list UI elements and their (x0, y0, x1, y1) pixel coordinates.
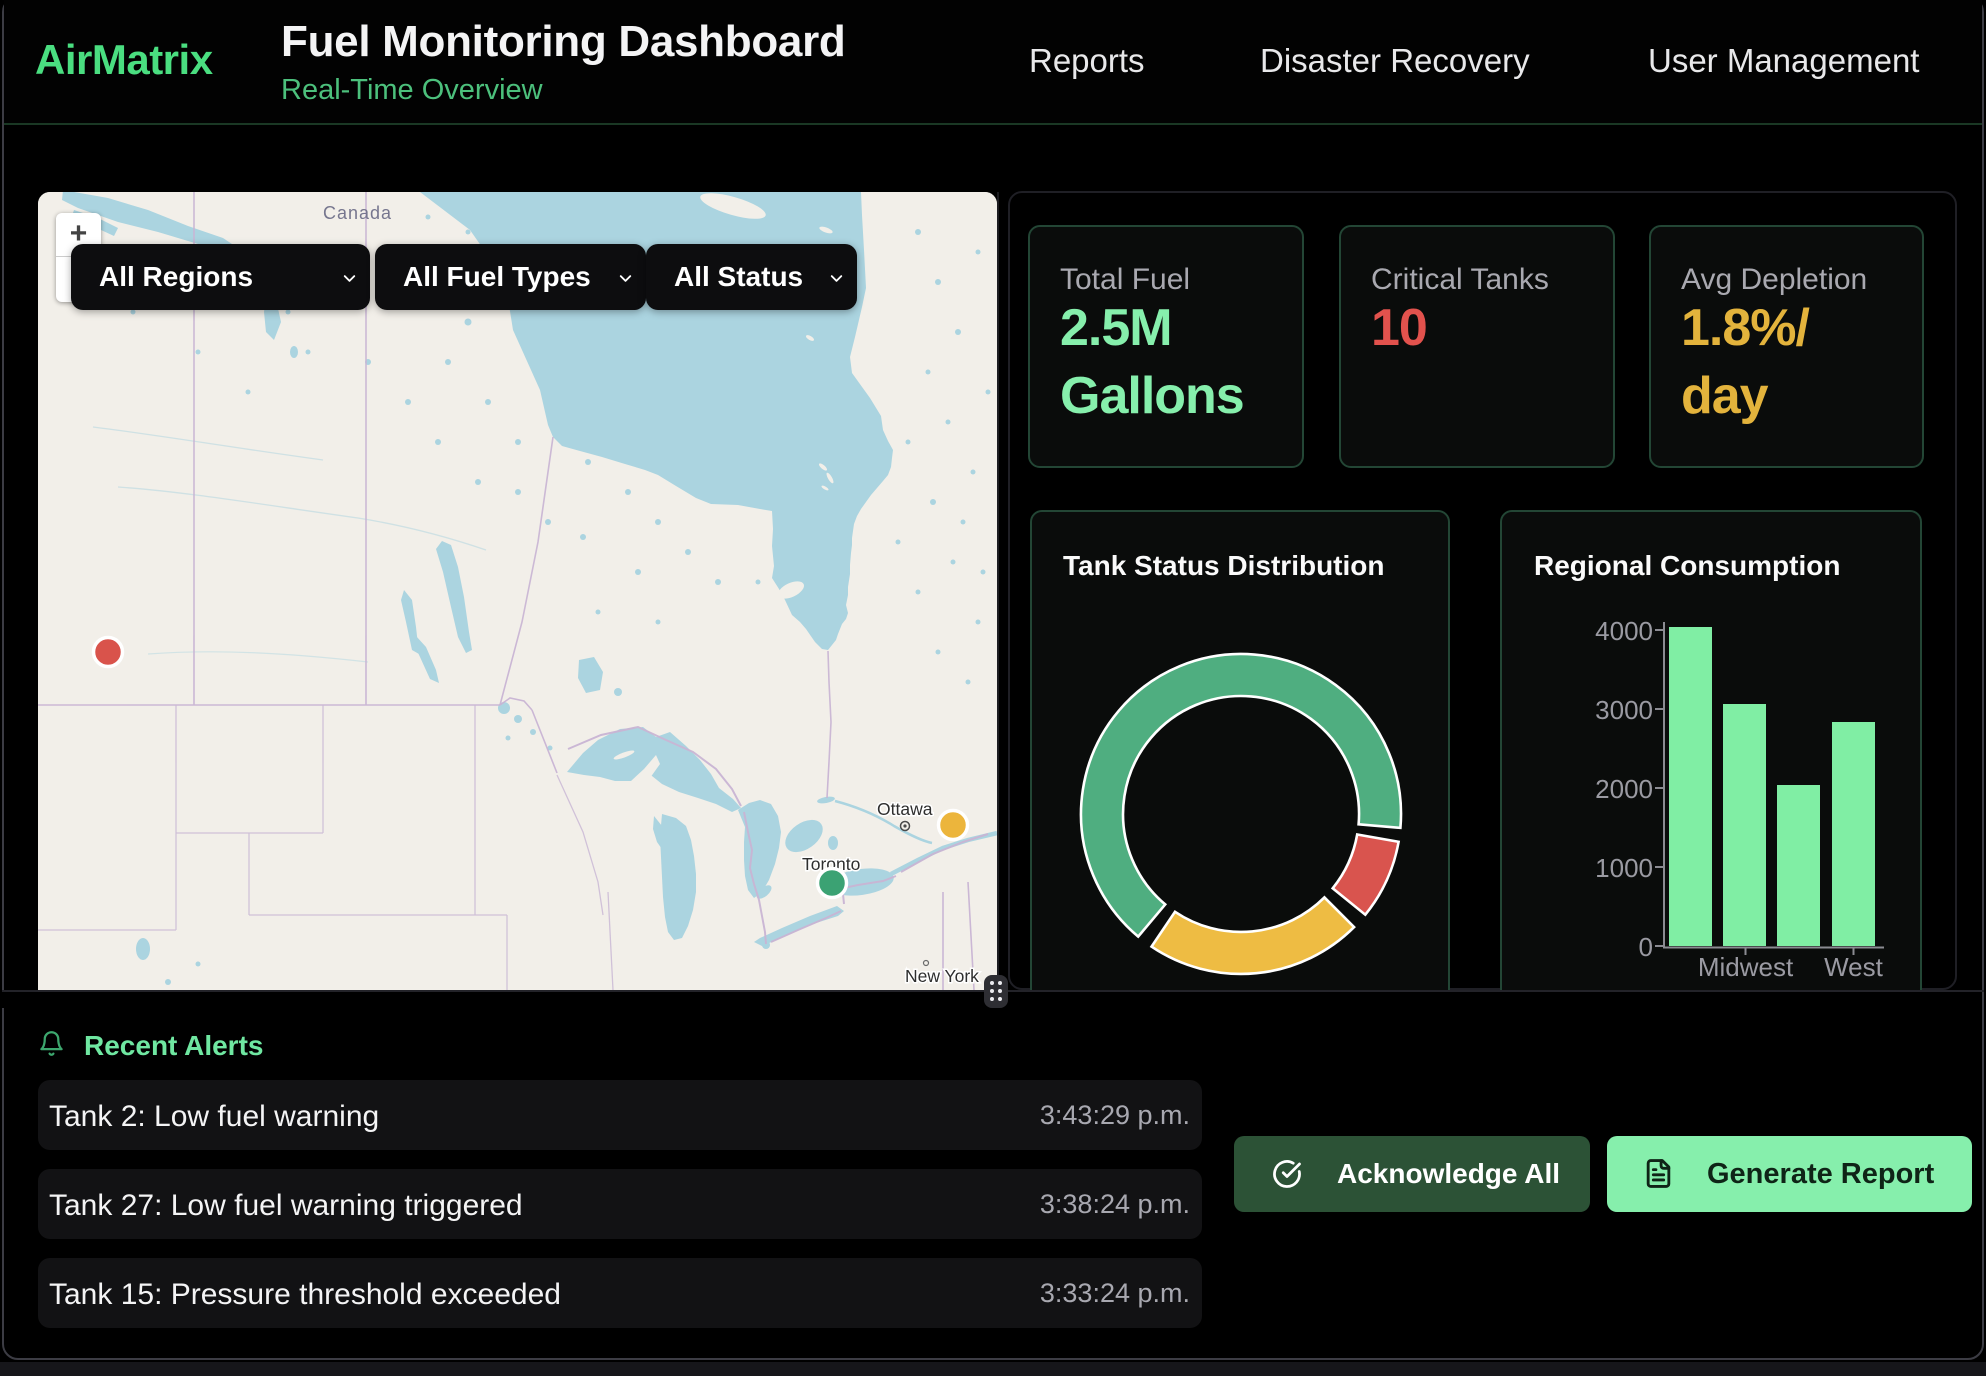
svg-text:Ottawa: Ottawa (877, 799, 933, 819)
svg-text:2000: 2000 (1595, 774, 1653, 804)
svg-text:0: 0 (1639, 932, 1653, 962)
svg-text:West: West (1824, 952, 1884, 982)
svg-text:Canada: Canada (323, 203, 392, 223)
svg-text:1000: 1000 (1595, 853, 1653, 883)
svg-text:Midwest: Midwest (1698, 952, 1794, 982)
svg-text:New York: New York (905, 966, 979, 986)
svg-text:4000: 4000 (1595, 616, 1653, 646)
svg-text:Toronto: Toronto (802, 854, 860, 874)
svg-text:3000: 3000 (1595, 695, 1653, 725)
